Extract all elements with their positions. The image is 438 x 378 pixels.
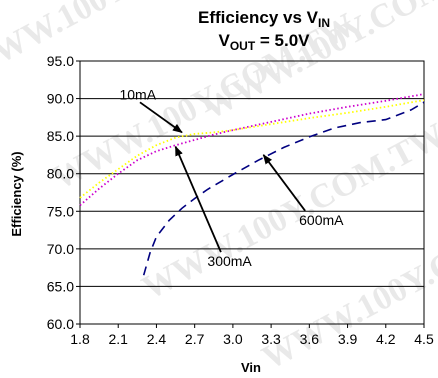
x-axis-label: Vin <box>241 360 261 375</box>
x-tick-label: 3.0 <box>223 331 243 347</box>
y-tick-label: 60.0 <box>47 316 74 332</box>
chart-title-vout-subscript: OUT <box>230 39 256 53</box>
x-tick-label: 3.9 <box>338 331 358 347</box>
y-tick-label: 90.0 <box>47 91 74 107</box>
chart-title-line2: VOUT = 5.0V <box>218 31 310 53</box>
y-tick-label: 70.0 <box>47 241 74 257</box>
annotation-label-10ma: 10mA <box>119 86 156 102</box>
x-tick-label: 2.4 <box>147 331 167 347</box>
x-tick-label: 3.6 <box>300 331 320 347</box>
x-tick-label: 3.3 <box>261 331 281 347</box>
x-tick-label: 2.1 <box>108 331 128 347</box>
chart-title-vout: V <box>218 31 230 50</box>
chart-title-line1: Efficiency vs VIN <box>198 8 330 30</box>
chart-title-main: Efficiency vs V <box>198 8 319 27</box>
annotation-label-600ma: 600mA <box>299 212 344 228</box>
annotation-label-300ma: 300mA <box>207 253 252 269</box>
x-tick-label: 4.2 <box>376 331 396 347</box>
x-tick-label: 4.5 <box>414 331 434 347</box>
x-tick-label: 1.8 <box>70 331 90 347</box>
y-tick-label: 75.0 <box>47 203 74 219</box>
chart-title-subscript: IN <box>318 16 330 30</box>
annotation-arrow <box>176 147 221 252</box>
y-tick-label: 85.0 <box>47 128 74 144</box>
y-tick-label: 80.0 <box>47 166 74 182</box>
y-tick-label: 65.0 <box>47 278 74 294</box>
y-axis-label: Efficiency (%) <box>9 151 24 236</box>
chart-title-vout-value: = 5.0V <box>255 31 310 50</box>
x-tick-labels: 1.8 2.1 2.4 2.7 3.0 3.3 3.6 3.9 4.2 4.5 <box>70 324 434 347</box>
x-tick-label: 2.7 <box>185 331 205 347</box>
y-tick-label: 95.0 <box>47 53 74 69</box>
